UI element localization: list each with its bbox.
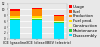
Bar xyxy=(32,18,42,19)
Bar xyxy=(10,16,20,18)
Bar xyxy=(32,19,42,20)
Bar xyxy=(32,9,42,16)
Bar xyxy=(10,18,20,19)
Legend: Usage, Fuel, Production, Fuel prod., Construction, Maintenance, Disassembly: Usage, Fuel, Production, Fuel prod., Con… xyxy=(70,5,98,38)
Bar xyxy=(54,16,64,21)
Bar xyxy=(54,23,64,39)
Bar xyxy=(10,9,20,11)
Bar xyxy=(32,8,42,9)
Bar xyxy=(32,20,42,39)
Bar xyxy=(54,15,64,16)
Bar xyxy=(10,19,20,20)
Bar xyxy=(10,20,20,39)
Bar xyxy=(32,16,42,18)
Bar xyxy=(10,11,20,16)
Bar xyxy=(54,21,64,23)
